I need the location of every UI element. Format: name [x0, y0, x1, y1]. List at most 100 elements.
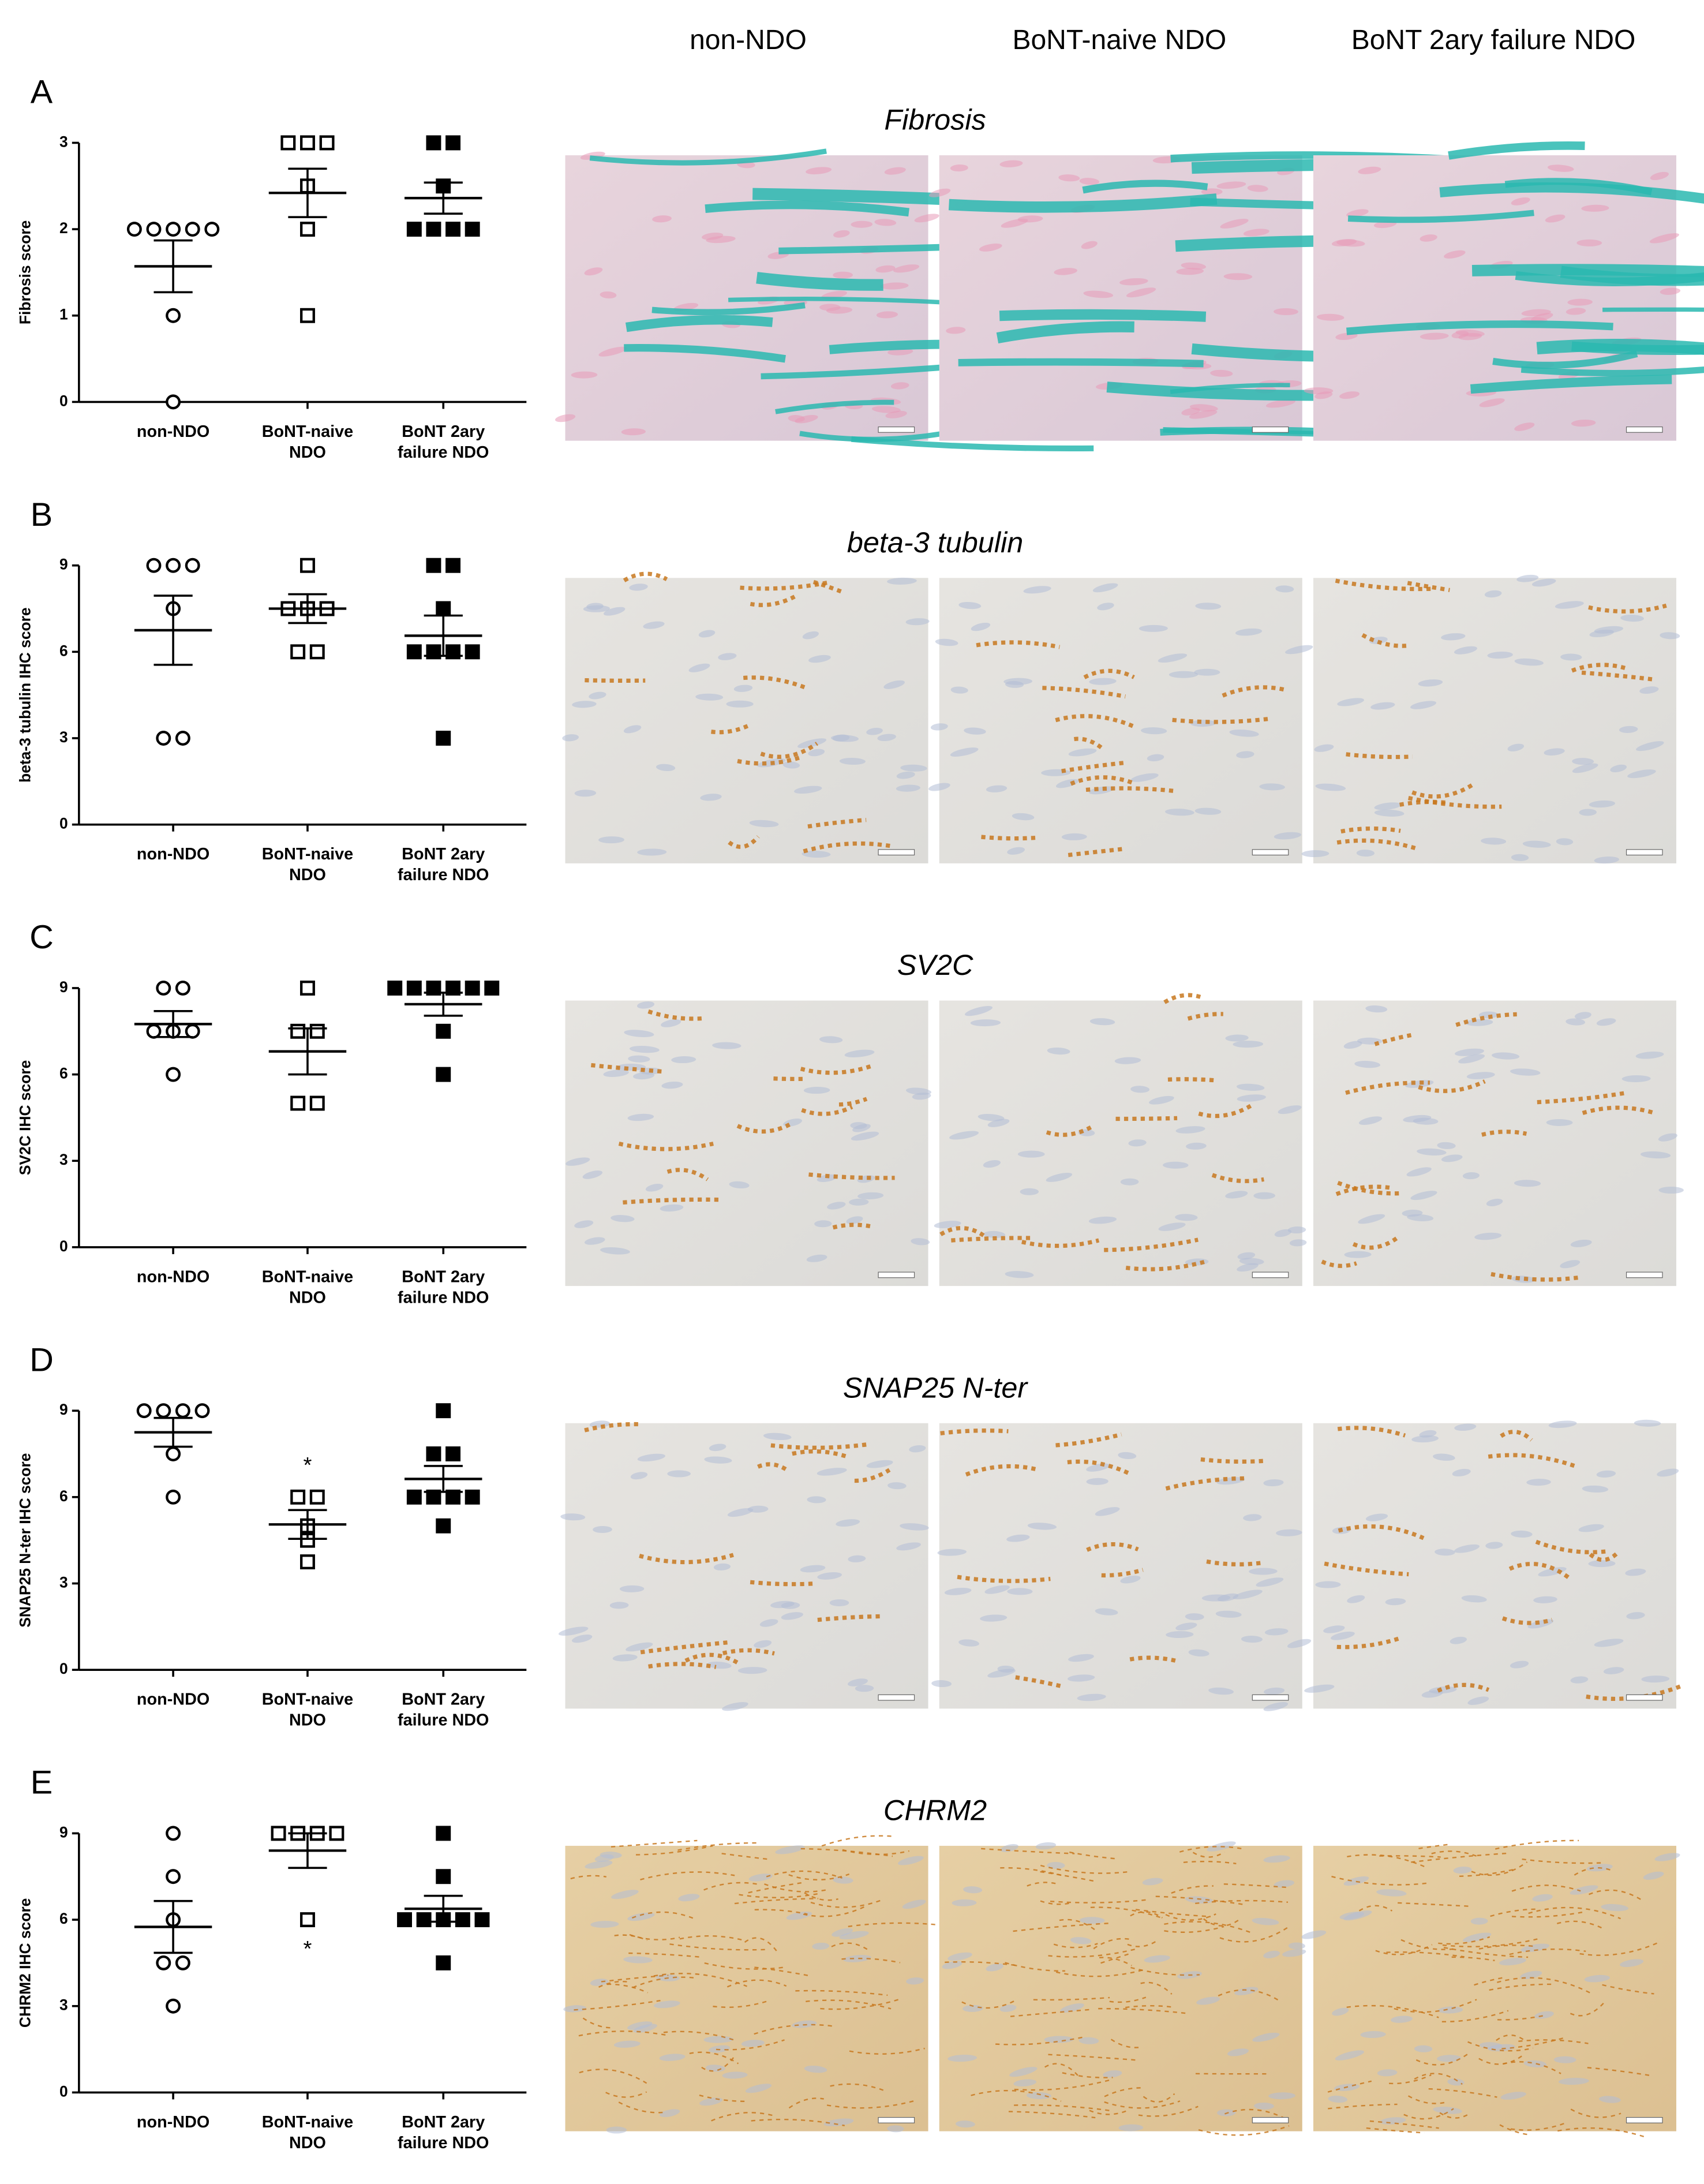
- nucleus: [1365, 1005, 1388, 1013]
- x-tick-label: failure NDO: [398, 1711, 489, 1730]
- scale-bar: [878, 427, 915, 433]
- nucleus: [702, 232, 724, 240]
- stain: [951, 1236, 1033, 1243]
- nucleus: [997, 1665, 1015, 1673]
- nucleus: [1481, 837, 1507, 845]
- stain: [831, 1942, 868, 1950]
- nucleus: [928, 783, 950, 791]
- nucleus: [703, 2036, 734, 2043]
- y-tick-label: 3: [59, 1573, 68, 1591]
- data-point: [175, 1955, 190, 1970]
- nucleus: [887, 2125, 904, 2133]
- nucleus: [1194, 668, 1220, 676]
- stain: [1602, 1984, 1654, 1995]
- stain: [848, 1922, 940, 1927]
- stain: [801, 1105, 853, 1116]
- nucleus: [987, 1119, 1010, 1127]
- data-point: [445, 1446, 461, 1461]
- nucleus: [986, 1963, 1004, 1972]
- stain: [1165, 1476, 1246, 1491]
- data-point: [436, 1826, 451, 1841]
- nucleus: [1570, 1676, 1589, 1684]
- nucleus: [1634, 1419, 1661, 1427]
- nucleus: [1410, 701, 1437, 709]
- nucleus: [829, 1599, 849, 1606]
- panel-title: beta-3 tubulin: [847, 526, 1023, 559]
- nucleus: [1265, 399, 1296, 408]
- stain: [1582, 1105, 1654, 1115]
- nucleus: [627, 1912, 655, 1921]
- nucleus: [1315, 783, 1346, 791]
- nucleus: [1441, 1154, 1463, 1162]
- nucleus: [1118, 1452, 1137, 1460]
- data-point: [300, 222, 315, 237]
- panel-letter: A: [31, 74, 53, 111]
- stain: [1374, 1033, 1413, 1046]
- nucleus: [1263, 1950, 1280, 1958]
- stain: [1352, 1236, 1399, 1250]
- stain: [1040, 1900, 1073, 1905]
- nucleus: [1531, 578, 1556, 587]
- nucleus: [909, 1445, 926, 1453]
- nucleus: [857, 1192, 884, 1199]
- nucleus: [1027, 1523, 1057, 1530]
- nucleus: [1195, 603, 1222, 610]
- nucleus: [851, 1131, 879, 1141]
- nucleus: [1017, 1150, 1045, 1158]
- nucleus: [1215, 1610, 1242, 1618]
- nucleus: [630, 1472, 648, 1480]
- stain: [1467, 2041, 1533, 2052]
- nucleus: [1441, 633, 1466, 641]
- stain: [1143, 2093, 1175, 2103]
- stain: [591, 1063, 663, 1074]
- stain: [1021, 1238, 1100, 1248]
- stain: [958, 358, 1204, 368]
- nucleus: [1054, 268, 1077, 275]
- nucleus: [1453, 1867, 1472, 1874]
- nucleus: [1574, 1012, 1591, 1019]
- nucleus: [1035, 1842, 1057, 1850]
- stain: [1571, 341, 1704, 356]
- stain: [1198, 1102, 1254, 1119]
- nucleus: [1079, 1917, 1105, 1924]
- data-point: [436, 1023, 451, 1039]
- nucleus: [1328, 2095, 1348, 2103]
- x-tick-label: BoNT 2ary: [402, 1691, 485, 1709]
- nucleus: [1225, 1191, 1248, 1199]
- nucleus: [877, 734, 896, 742]
- stain: [1437, 1682, 1490, 1693]
- stain: [589, 148, 827, 166]
- nucleus: [1120, 1178, 1139, 1186]
- annotation: *: [304, 1453, 312, 1478]
- y-tick-label: 3: [59, 1151, 68, 1168]
- panel-title: SNAP25 N-ter: [843, 1371, 1029, 1404]
- nucleus: [1166, 1630, 1194, 1639]
- micrograph: [1301, 574, 1680, 864]
- nucleus: [1264, 1628, 1289, 1636]
- data-point: [445, 1489, 461, 1505]
- nucleus: [1598, 2096, 1621, 2103]
- x-tick-label: BoNT-naive: [262, 2113, 353, 2131]
- data-point: [204, 222, 220, 237]
- nucleus: [1576, 239, 1602, 246]
- x-tick-label: BoNT-naive: [262, 845, 353, 863]
- stain: [1104, 2087, 1142, 2097]
- nucleus: [632, 1072, 655, 1080]
- nucleus: [1521, 1943, 1550, 1953]
- nucleus: [1343, 1910, 1372, 1921]
- nucleus: [678, 1894, 700, 1902]
- stain: [1470, 375, 1672, 394]
- nucleus: [1643, 1871, 1664, 1880]
- data-point: [309, 644, 325, 660]
- data-point: [329, 1826, 344, 1841]
- nucleus: [1282, 1949, 1306, 1957]
- stain: [1439, 182, 1704, 204]
- nucleus: [802, 850, 831, 858]
- nucleus: [1594, 856, 1619, 864]
- nucleus: [1511, 1530, 1533, 1538]
- data-point: [300, 558, 315, 573]
- stain: [1535, 1539, 1606, 1554]
- nucleus: [1276, 1529, 1302, 1536]
- stain: [639, 1553, 734, 1565]
